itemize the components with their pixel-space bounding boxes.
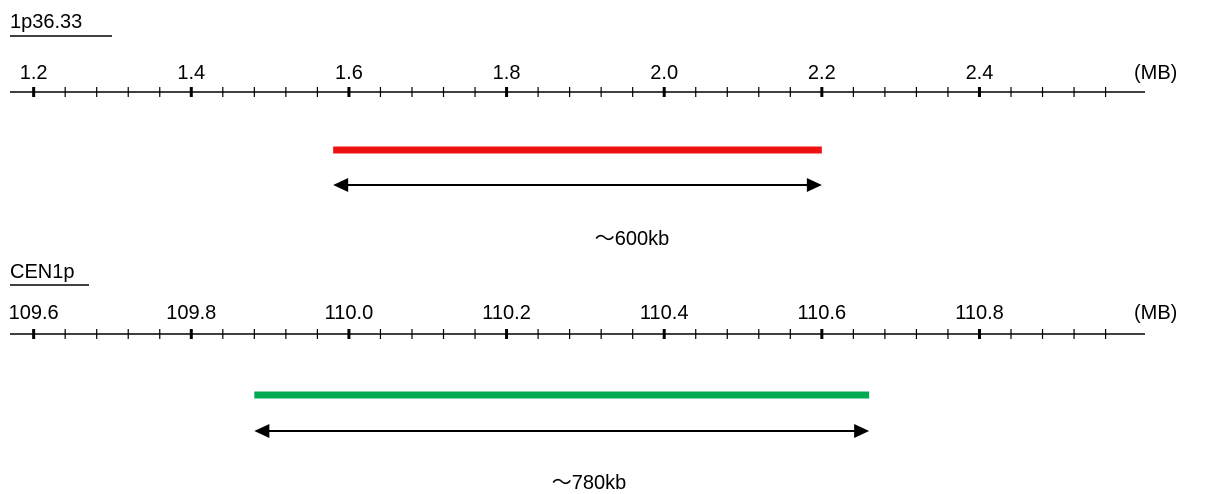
span-size-label: ～600kb [595,228,670,250]
panel-cen1p: CEN1p (MB) 109.6 109.8 110.0 110.2 110.4 110.… [9,261,1178,494]
axis-unit: (MB) [1134,62,1177,84]
span-arrow [333,178,822,192]
axis-ticks [32,329,1107,339]
axis-unit: (MB) [1134,302,1177,324]
tick-label: 1.4 [177,62,205,84]
axis-ticks [32,87,1107,97]
span-size-label: ～780kb [552,472,627,494]
tick-label: 109.6 [9,302,59,324]
arrow-head-left [254,424,270,438]
span-arrow [254,424,870,438]
tick-label: 110.0 [325,302,374,324]
axis-tick-labels: 1.2 1.4 1.6 1.8 2.0 2.2 2.4 [20,62,994,84]
tick-label: 110.4 [640,302,689,324]
tick-label: 1.6 [335,62,363,84]
panel-title: 1p36.33 [10,11,82,33]
tick-label: 2.2 [808,62,836,84]
axis-tick-labels: 109.6 109.8 110.0 110.2 110.4 110.6 110.8 [9,302,1004,324]
arrow-head-right [806,178,822,192]
panel-1p36: 1p36.33 (MB) 1.2 1.4 1.6 1.8 2.0 2.2 2.4 ～600k… [10,11,1177,250]
tick-label: 110.6 [798,302,847,324]
tick-label: 109.8 [166,302,216,324]
tick-label: 2.4 [966,62,994,84]
arrow-head-right [854,424,870,438]
tick-label: 2.0 [650,62,678,84]
arrow-head-left [333,178,349,192]
tick-label: 1.2 [20,62,48,84]
tick-label: 110.2 [482,302,531,324]
tick-label: 1.8 [493,62,521,84]
tick-label: 110.8 [955,302,1004,324]
panel-title: CEN1p [10,261,74,283]
